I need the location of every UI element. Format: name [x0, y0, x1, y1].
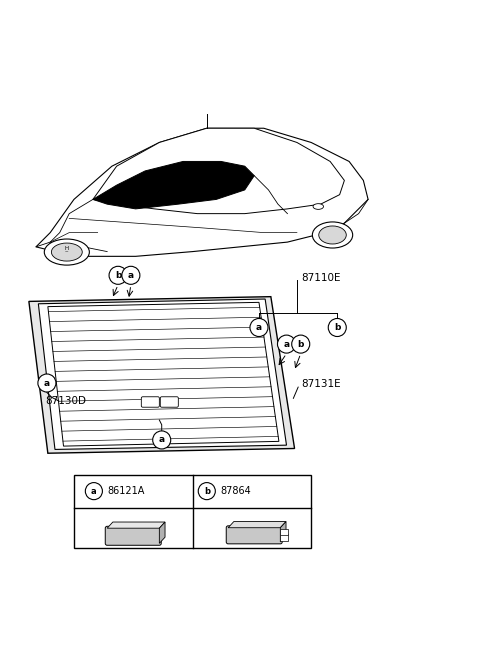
Circle shape [109, 267, 127, 284]
Circle shape [122, 267, 140, 284]
Text: a: a [91, 487, 96, 496]
Text: 87110E: 87110E [301, 272, 341, 283]
FancyBboxPatch shape [160, 397, 179, 407]
Circle shape [153, 431, 171, 449]
Ellipse shape [313, 204, 324, 210]
Circle shape [85, 483, 102, 500]
Circle shape [38, 374, 56, 392]
Circle shape [277, 335, 296, 353]
Text: 86121A: 86121A [107, 486, 144, 496]
Text: 87864: 87864 [220, 486, 251, 496]
Text: a: a [128, 271, 134, 280]
Text: a: a [256, 323, 262, 332]
FancyBboxPatch shape [74, 475, 311, 548]
FancyBboxPatch shape [280, 534, 288, 541]
Polygon shape [48, 303, 279, 446]
Text: b: b [115, 271, 121, 280]
FancyBboxPatch shape [141, 397, 159, 407]
FancyBboxPatch shape [105, 526, 161, 545]
Text: b: b [298, 339, 304, 348]
FancyBboxPatch shape [280, 529, 288, 535]
Polygon shape [280, 521, 286, 542]
Ellipse shape [319, 226, 346, 244]
Text: 87131E: 87131E [301, 379, 341, 390]
Polygon shape [228, 521, 286, 528]
Text: a: a [159, 436, 165, 445]
Polygon shape [159, 522, 165, 544]
Circle shape [328, 318, 346, 337]
Ellipse shape [312, 222, 353, 248]
Polygon shape [93, 128, 344, 214]
Text: a: a [44, 379, 50, 388]
Polygon shape [29, 297, 295, 453]
Text: b: b [334, 323, 340, 332]
Polygon shape [36, 128, 368, 256]
Circle shape [198, 483, 216, 500]
Text: a: a [283, 339, 289, 348]
Polygon shape [93, 161, 254, 209]
Text: b: b [204, 487, 210, 496]
Ellipse shape [51, 243, 82, 261]
Text: H̲: H̲ [65, 245, 69, 251]
FancyBboxPatch shape [226, 526, 282, 544]
Polygon shape [38, 299, 287, 449]
Polygon shape [107, 522, 165, 528]
Circle shape [250, 318, 268, 337]
Circle shape [292, 335, 310, 353]
Text: 87130D: 87130D [46, 396, 86, 406]
Ellipse shape [44, 239, 89, 265]
